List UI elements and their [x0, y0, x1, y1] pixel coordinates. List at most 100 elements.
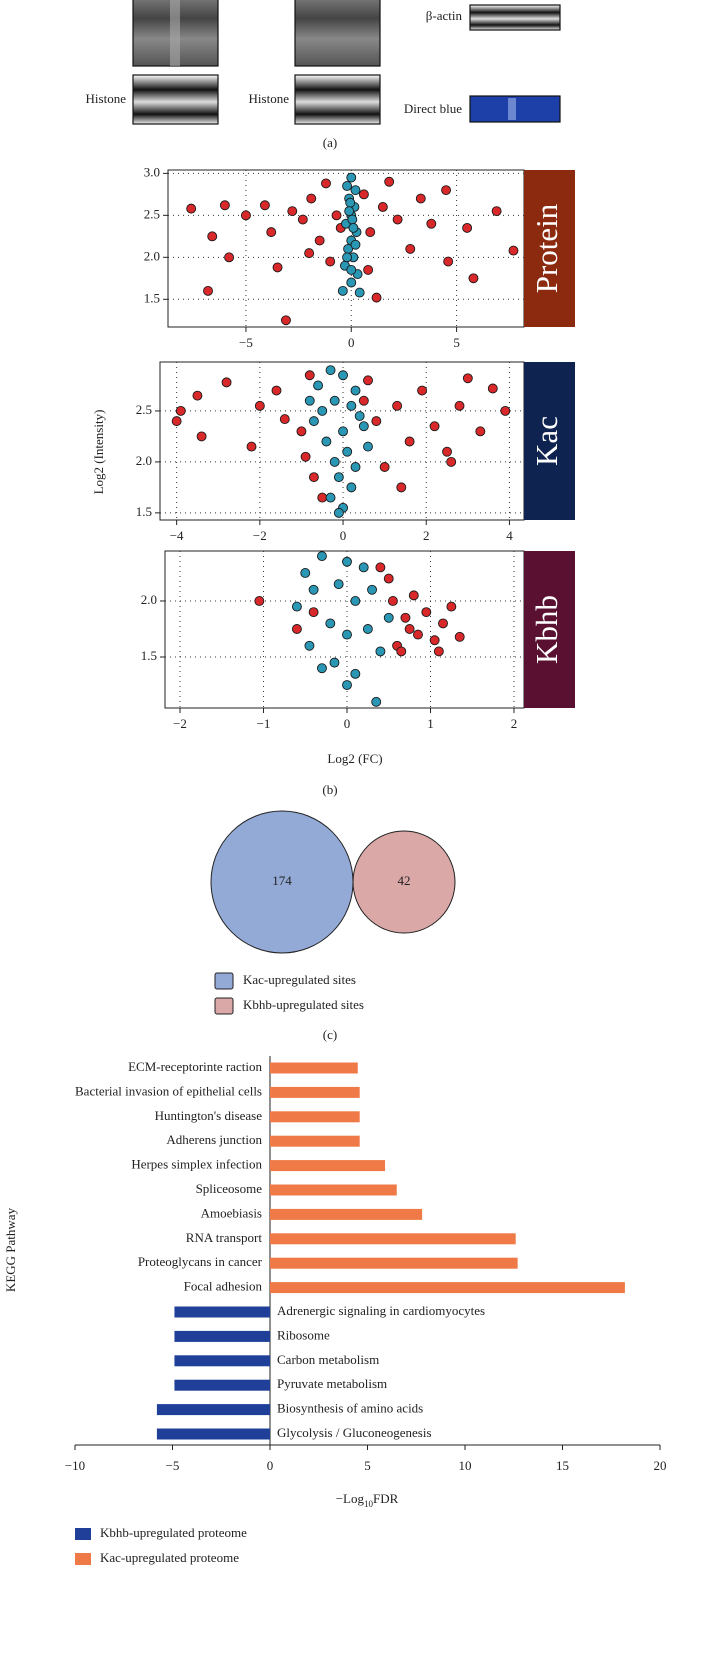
point: [342, 556, 352, 567]
y-tick-label: 1.5: [144, 290, 160, 305]
point: [300, 568, 311, 578]
panel-label-strip: [524, 170, 575, 327]
x-tick-label: 0: [340, 528, 347, 543]
x-tick-label: −4: [170, 528, 184, 543]
point: [346, 277, 357, 288]
x-axis-label-part: −Log: [336, 1491, 365, 1506]
point: [325, 365, 336, 376]
category-label: Ribosome: [277, 1327, 330, 1342]
category-label: Spliceosome: [196, 1181, 263, 1196]
point: [300, 451, 311, 462]
point: [387, 596, 398, 606]
category-label: RNA transport: [186, 1230, 263, 1245]
point: [358, 562, 369, 573]
bar: [270, 1086, 360, 1098]
category-label: Biosynthesis of amino acids: [277, 1401, 423, 1416]
panel-caption: (c): [323, 1027, 337, 1042]
panel-caption: (a): [323, 135, 337, 150]
point: [346, 400, 357, 411]
point: [221, 377, 232, 388]
point: [224, 252, 235, 263]
point: [404, 624, 415, 634]
legend-label: Kbhb-upregulated proteome: [100, 1525, 247, 1540]
point: [304, 370, 315, 381]
point: [508, 245, 519, 256]
x-tick-label: 2: [423, 528, 430, 543]
x-tick-label: 5: [364, 1458, 371, 1473]
category-label: Glycolysis / Gluconeogenesis: [277, 1425, 432, 1440]
legend-swatch: [75, 1528, 91, 1540]
point: [192, 390, 203, 401]
bar: [174, 1330, 270, 1342]
point: [325, 492, 336, 503]
blot-label: Histone: [86, 91, 127, 106]
point: [304, 395, 315, 406]
point: [354, 287, 365, 298]
x-tick-label: 20: [654, 1458, 667, 1473]
point: [272, 262, 283, 273]
category-label: Adherens junction: [166, 1132, 262, 1147]
x-tick-label: −10: [65, 1458, 85, 1473]
point: [321, 436, 332, 447]
x-tick-label: 5: [453, 335, 460, 350]
point: [346, 172, 357, 183]
y-tick-label: 1.5: [136, 504, 152, 519]
point: [396, 482, 407, 493]
point: [392, 400, 403, 411]
point: [346, 482, 357, 493]
point: [371, 696, 382, 707]
point: [383, 573, 394, 584]
point: [454, 400, 465, 411]
point: [362, 624, 373, 634]
point: [438, 618, 448, 629]
legend-label: Kac-upregulated proteome: [100, 1550, 239, 1565]
point: [375, 562, 386, 573]
y-axis-label: Log2 (Intensity): [91, 410, 106, 495]
bar: [270, 1062, 358, 1074]
point: [308, 472, 319, 483]
point: [350, 462, 361, 472]
point: [171, 416, 182, 427]
point: [291, 624, 302, 634]
point: [500, 405, 511, 416]
point: [400, 612, 411, 623]
point: [333, 472, 344, 483]
point: [246, 441, 257, 452]
x-axis-label: Log2 (FC): [327, 751, 382, 766]
point: [331, 210, 342, 221]
point: [317, 663, 327, 674]
point: [363, 264, 374, 275]
blot-image: [469, 4, 561, 31]
bar: [174, 1355, 270, 1367]
point: [333, 579, 344, 590]
point: [429, 421, 440, 432]
category-label: Bacterial invasion of epithelial cells: [75, 1083, 262, 1098]
point: [433, 646, 444, 657]
point: [321, 178, 331, 189]
point: [219, 200, 230, 211]
panel-label-strip: [524, 362, 575, 520]
blot-label: Histone: [249, 91, 290, 106]
point: [348, 222, 359, 233]
legend-label: Kac-upregulated sites: [243, 972, 356, 987]
point: [371, 416, 382, 427]
venn-count: 174: [272, 873, 292, 888]
point: [342, 252, 353, 263]
point: [426, 218, 437, 229]
point: [329, 395, 340, 406]
legend-swatch: [214, 997, 234, 1015]
x-axis-label-part: FDR: [373, 1491, 399, 1506]
plot-frame: [159, 361, 525, 521]
y-tick-label: 1.5: [141, 648, 157, 663]
point: [266, 227, 277, 238]
point: [462, 222, 473, 233]
panel-label: Protein: [529, 203, 564, 293]
point: [441, 185, 452, 196]
category-label: Huntington's disease: [155, 1108, 263, 1123]
point: [345, 197, 356, 208]
point: [462, 373, 473, 384]
category-label: Amoebiasis: [201, 1205, 262, 1220]
x-tick-label: 10: [459, 1458, 472, 1473]
panel-label-strip: [524, 551, 575, 708]
